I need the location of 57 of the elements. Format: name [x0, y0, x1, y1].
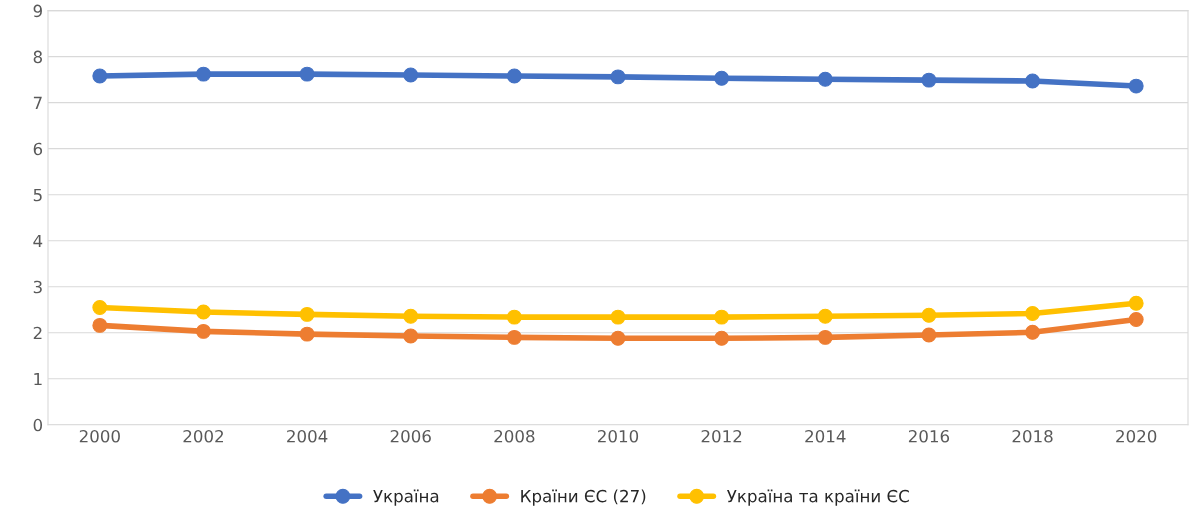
- point: [195, 304, 211, 320]
- x-tick-label: 2016: [908, 429, 950, 443]
- point: [403, 328, 419, 344]
- point: [817, 71, 833, 87]
- point: [714, 309, 730, 325]
- y-tick-label: 7: [33, 96, 42, 109]
- x-tick-label: 2014: [805, 429, 846, 443]
- point: [403, 308, 419, 324]
- x-tick-label: 2010: [598, 429, 639, 443]
- point: [195, 323, 211, 339]
- point: [506, 68, 522, 84]
- point: [817, 329, 833, 345]
- point: [1128, 311, 1144, 327]
- point: [921, 72, 937, 88]
- y-tick-label: 6: [33, 142, 43, 156]
- legend-label: Україна: [373, 489, 439, 506]
- point: [92, 317, 108, 333]
- y-tick-label: 0: [33, 418, 43, 432]
- y-tick-label: 1: [34, 372, 42, 386]
- x-tick-label: 2000: [79, 429, 120, 443]
- point: [1128, 78, 1144, 94]
- point: [1025, 73, 1041, 89]
- x-tick-label: 2006: [390, 429, 431, 443]
- point: [714, 330, 730, 346]
- point: [299, 306, 315, 322]
- point: [403, 67, 419, 83]
- point: [299, 66, 315, 82]
- y-tick-label: 2: [33, 326, 42, 340]
- point: [92, 68, 108, 84]
- y-tick-label: 5: [33, 188, 42, 202]
- point: [921, 327, 937, 343]
- point: [610, 69, 626, 85]
- x-tick-label: 2012: [701, 429, 742, 443]
- point: [1128, 295, 1144, 311]
- x-tick-label: 2020: [1116, 429, 1157, 443]
- y-tick-label: 3: [33, 280, 42, 294]
- point: [714, 70, 730, 86]
- point: [1025, 305, 1041, 321]
- x-tick-label: 2004: [287, 429, 328, 443]
- point: [506, 309, 522, 325]
- y-tick-label: 8: [33, 50, 42, 64]
- point: [92, 299, 108, 315]
- x-tick-label: 2008: [494, 429, 535, 443]
- y-tick-label: 9: [33, 4, 42, 18]
- x-tick-label: 2018: [1012, 429, 1053, 443]
- point: [299, 326, 315, 342]
- point: [195, 66, 211, 82]
- x-tick-label: 2002: [183, 429, 223, 443]
- point: [610, 330, 626, 346]
- point: [1025, 324, 1041, 340]
- point: [921, 307, 937, 323]
- y-tick-label: 4: [33, 234, 43, 248]
- legend-label: Країни ЄС (27): [521, 489, 646, 506]
- point: [817, 308, 833, 324]
- point: [610, 309, 626, 325]
- legend-label: Україна та країни ЄС: [727, 489, 909, 506]
- point: [506, 329, 522, 345]
